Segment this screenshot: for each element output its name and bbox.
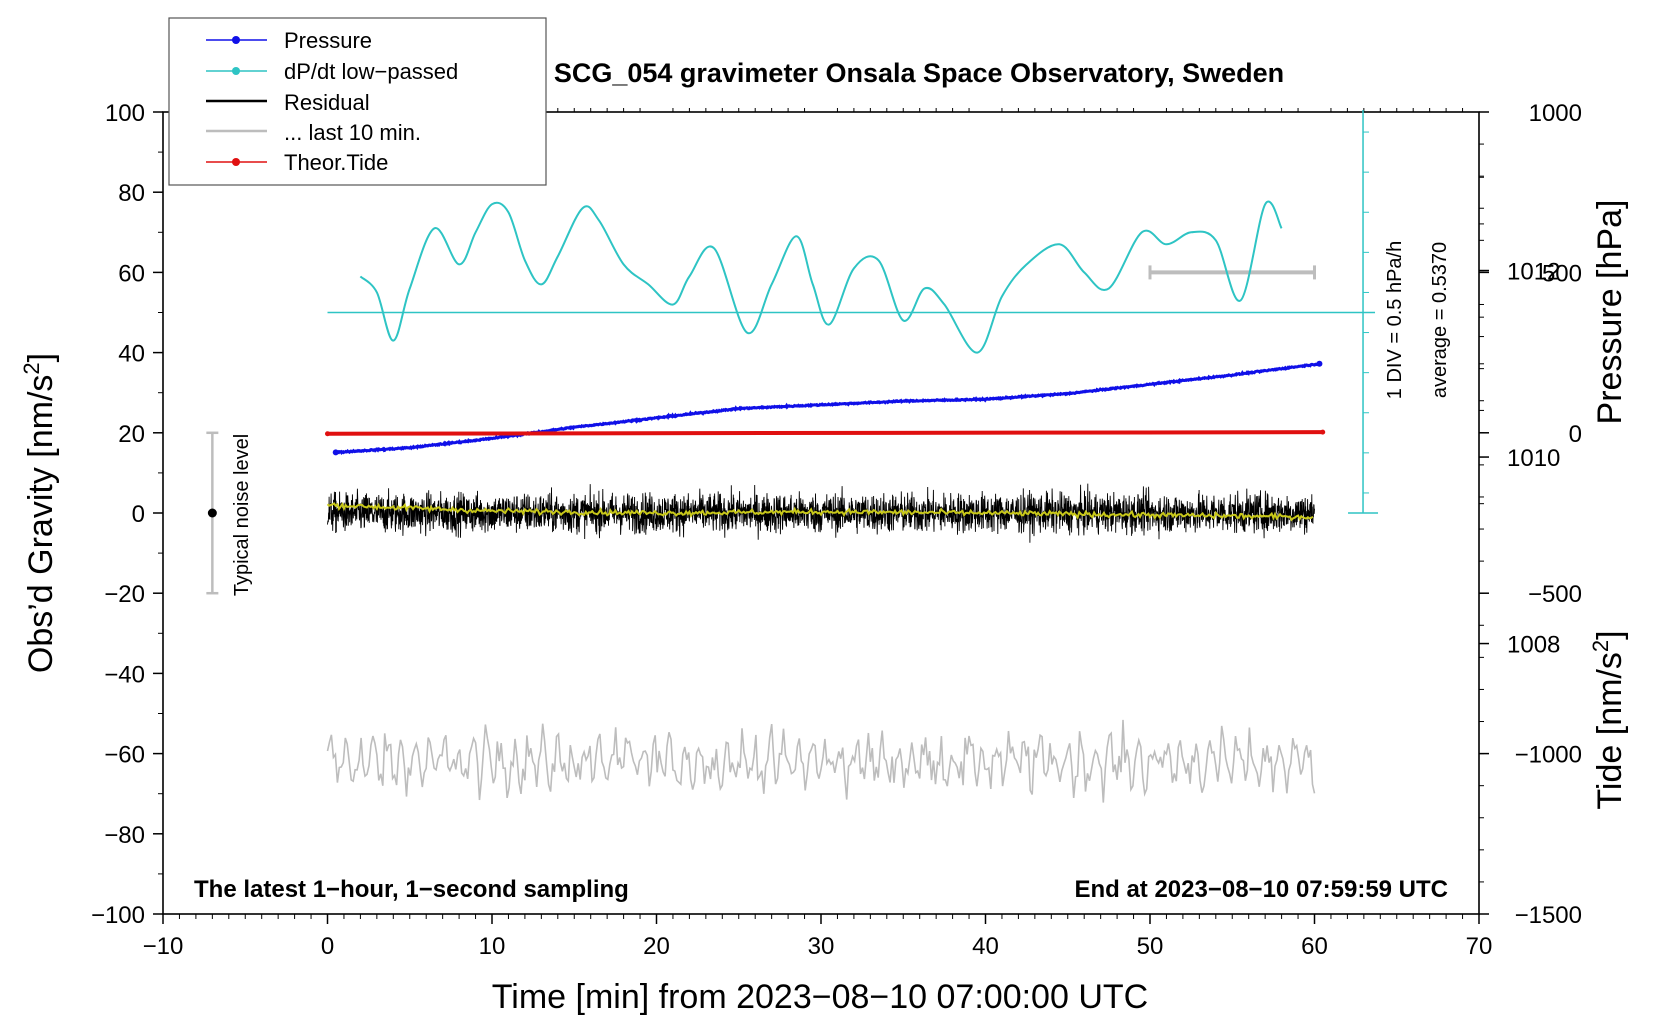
legend-label-residual: Residual [284,90,370,115]
tide-end-point [1320,429,1326,435]
y-axis-title-tide: Tide [nm/s2] [1588,630,1629,809]
y-tick-label: 40 [118,341,145,368]
pressure-end-point [1316,360,1323,367]
x-tick-label: 60 [1301,933,1328,960]
y-tick-label: 80 [118,180,145,207]
x-tick-label: 30 [808,933,835,960]
x-tick-label: 50 [1137,933,1164,960]
legend-marker-tide [232,158,240,166]
legend-label-dpdt: dP/dt low−passed [284,59,458,84]
x-tick-label: 0 [321,933,334,960]
x-tick-label: 40 [972,933,999,960]
labels-layer: −10 0 10 20 30 40 50 60 70100806040200−20−40−60−… [91,100,1582,960]
legend-label-last10: ... last 10 min. [284,120,421,145]
x-tick-label: −10 [143,933,184,960]
y-tick-label: −100 [91,902,145,929]
legend-label-tide: Theor.Tide [284,150,388,175]
pressure-tick-label: 1008 [1507,632,1560,659]
tide-tick-label: −1000 [1515,742,1582,769]
average-label: average = 0.5370 [1429,242,1451,398]
tide-start-point [325,431,330,437]
y-tick-label: −20 [104,581,145,608]
last10-trace [326,719,1316,803]
y-tick-label: 100 [105,100,145,127]
legend: Pressure dP/dt low−passed Residual ... l… [168,17,547,186]
legend-marker-dpdt [232,67,240,75]
pressure-tick-label: 1012 [1507,259,1560,286]
y-tick-label: −40 [104,661,145,688]
tide-trace [327,430,1323,436]
y-axis-title-pressure: Pressure [hPa] [1591,200,1629,425]
residual-smoothed-trace [326,502,1314,522]
tide-tick-label: 0 [1569,421,1582,448]
x-axis-title: Time [min] from 2023−08−10 07:00:00 UTC [492,978,1148,1016]
tide-tick-label: −1500 [1515,902,1582,929]
sampling-note: The latest 1−hour, 1−second sampling [194,876,629,903]
chart-title: SCG_054 gravimeter Onsala Space Observat… [554,58,1284,88]
tide-tick-label: −500 [1528,581,1582,608]
legend-marker-pressure [232,36,240,44]
noise-level-label: Typical noise level [231,434,253,596]
y-tick-label: −80 [104,822,145,849]
pressure-tick-label: 1010 [1507,445,1560,472]
y-tick-label: 20 [118,421,145,448]
tide-tick-label: 500 [1542,260,1582,287]
dpdt-trace [359,200,1283,354]
x-tick-label: 70 [1466,933,1493,960]
x-tick-label: 20 [643,933,670,960]
end-time-note: End at 2023−08−10 07:59:59 UTC [1074,876,1448,903]
legend-label-pressure: Pressure [284,28,372,53]
ticks-layer [153,108,1489,924]
pressure-trace [334,362,1320,456]
pressure-start-point [332,449,339,456]
y-tick-label: 60 [118,260,145,287]
tide-tick-label: 1000 [1529,100,1582,127]
y-tick-label: 0 [132,501,145,528]
noise-bar-dot [207,508,217,518]
series-layer [325,200,1326,803]
div-label: 1 DIV = 0.5 hPa/h [1384,241,1406,399]
x-tick-label: 10 [479,933,506,960]
y-tick-label: −60 [104,742,145,769]
y-axis-title-left: Obs’d Gravity [nm/s2] [19,353,60,673]
